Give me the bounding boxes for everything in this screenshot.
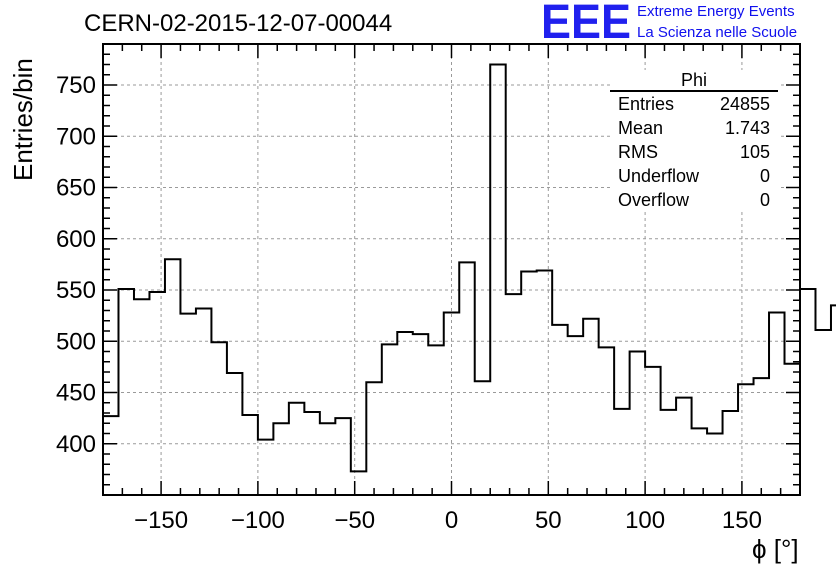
y-tick-label: 450 [56,380,96,407]
stats-label: Overflow [618,190,690,210]
chart-title: CERN-02-2015-12-07-00044 [84,10,393,37]
stats-row-underflow: Underflow 0 [610,166,778,190]
y-tick-label: 550 [56,277,96,304]
y-tick-label: 500 [56,328,96,355]
y-axis-label: Entries/bin [8,58,38,181]
axis-tick-labels: −150 −100 −50 0 50 100 150 400 450 500 550 600 650 70… [56,72,762,534]
x-tick-label: 150 [722,507,762,534]
stats-value: 1.743 [724,118,770,138]
y-tick-label: 600 [56,226,96,253]
stats-title: Phi [680,70,707,90]
stats-value: 0 [759,190,770,210]
x-tick-label: −100 [231,507,285,534]
logo-wordmark: EEE [541,2,631,42]
stats-label: Entries [618,94,675,114]
stats-title-underline [610,90,778,92]
stats-row-mean: Mean 1.743 [610,118,778,142]
y-tick-label: 700 [56,123,96,150]
histogram-series [103,63,836,473]
stats-row-overflow: Overflow 0 [610,190,778,214]
y-tick-label: 650 [56,175,96,202]
stats-box: Phi Entries 24855 Mean 1.743 RMS 105 Und… [610,70,778,210]
x-tick-label: 0 [445,507,458,534]
plot-frame [102,43,801,496]
axis-ticks [102,43,801,495]
stats-label: RMS [618,142,658,162]
stats-label: Mean [618,118,664,138]
stats-value: 0 [759,166,770,186]
x-tick-label: −50 [334,507,375,534]
x-axis-label: ϕ [°] [752,534,799,564]
y-tick-label: 400 [56,431,96,458]
eee-logo: EEE [541,2,631,42]
grid-lines [103,44,800,495]
x-tick-label: 100 [625,507,665,534]
x-tick-label: −150 [134,507,188,534]
x-tick-label: 50 [535,507,562,534]
logo-line-extreme-energy-events: Extreme Energy Events [637,3,795,20]
stats-label: Underflow [618,166,700,186]
y-tick-label: 750 [56,72,96,99]
stats-value: 105 [739,142,770,162]
stats-row-rms: RMS 105 [610,142,778,166]
logo-line-scienza-scuole: La Scienza nelle Scuole [637,24,798,41]
stats-value: 24855 [719,94,770,114]
stats-row-entries: Entries 24855 [610,94,778,118]
